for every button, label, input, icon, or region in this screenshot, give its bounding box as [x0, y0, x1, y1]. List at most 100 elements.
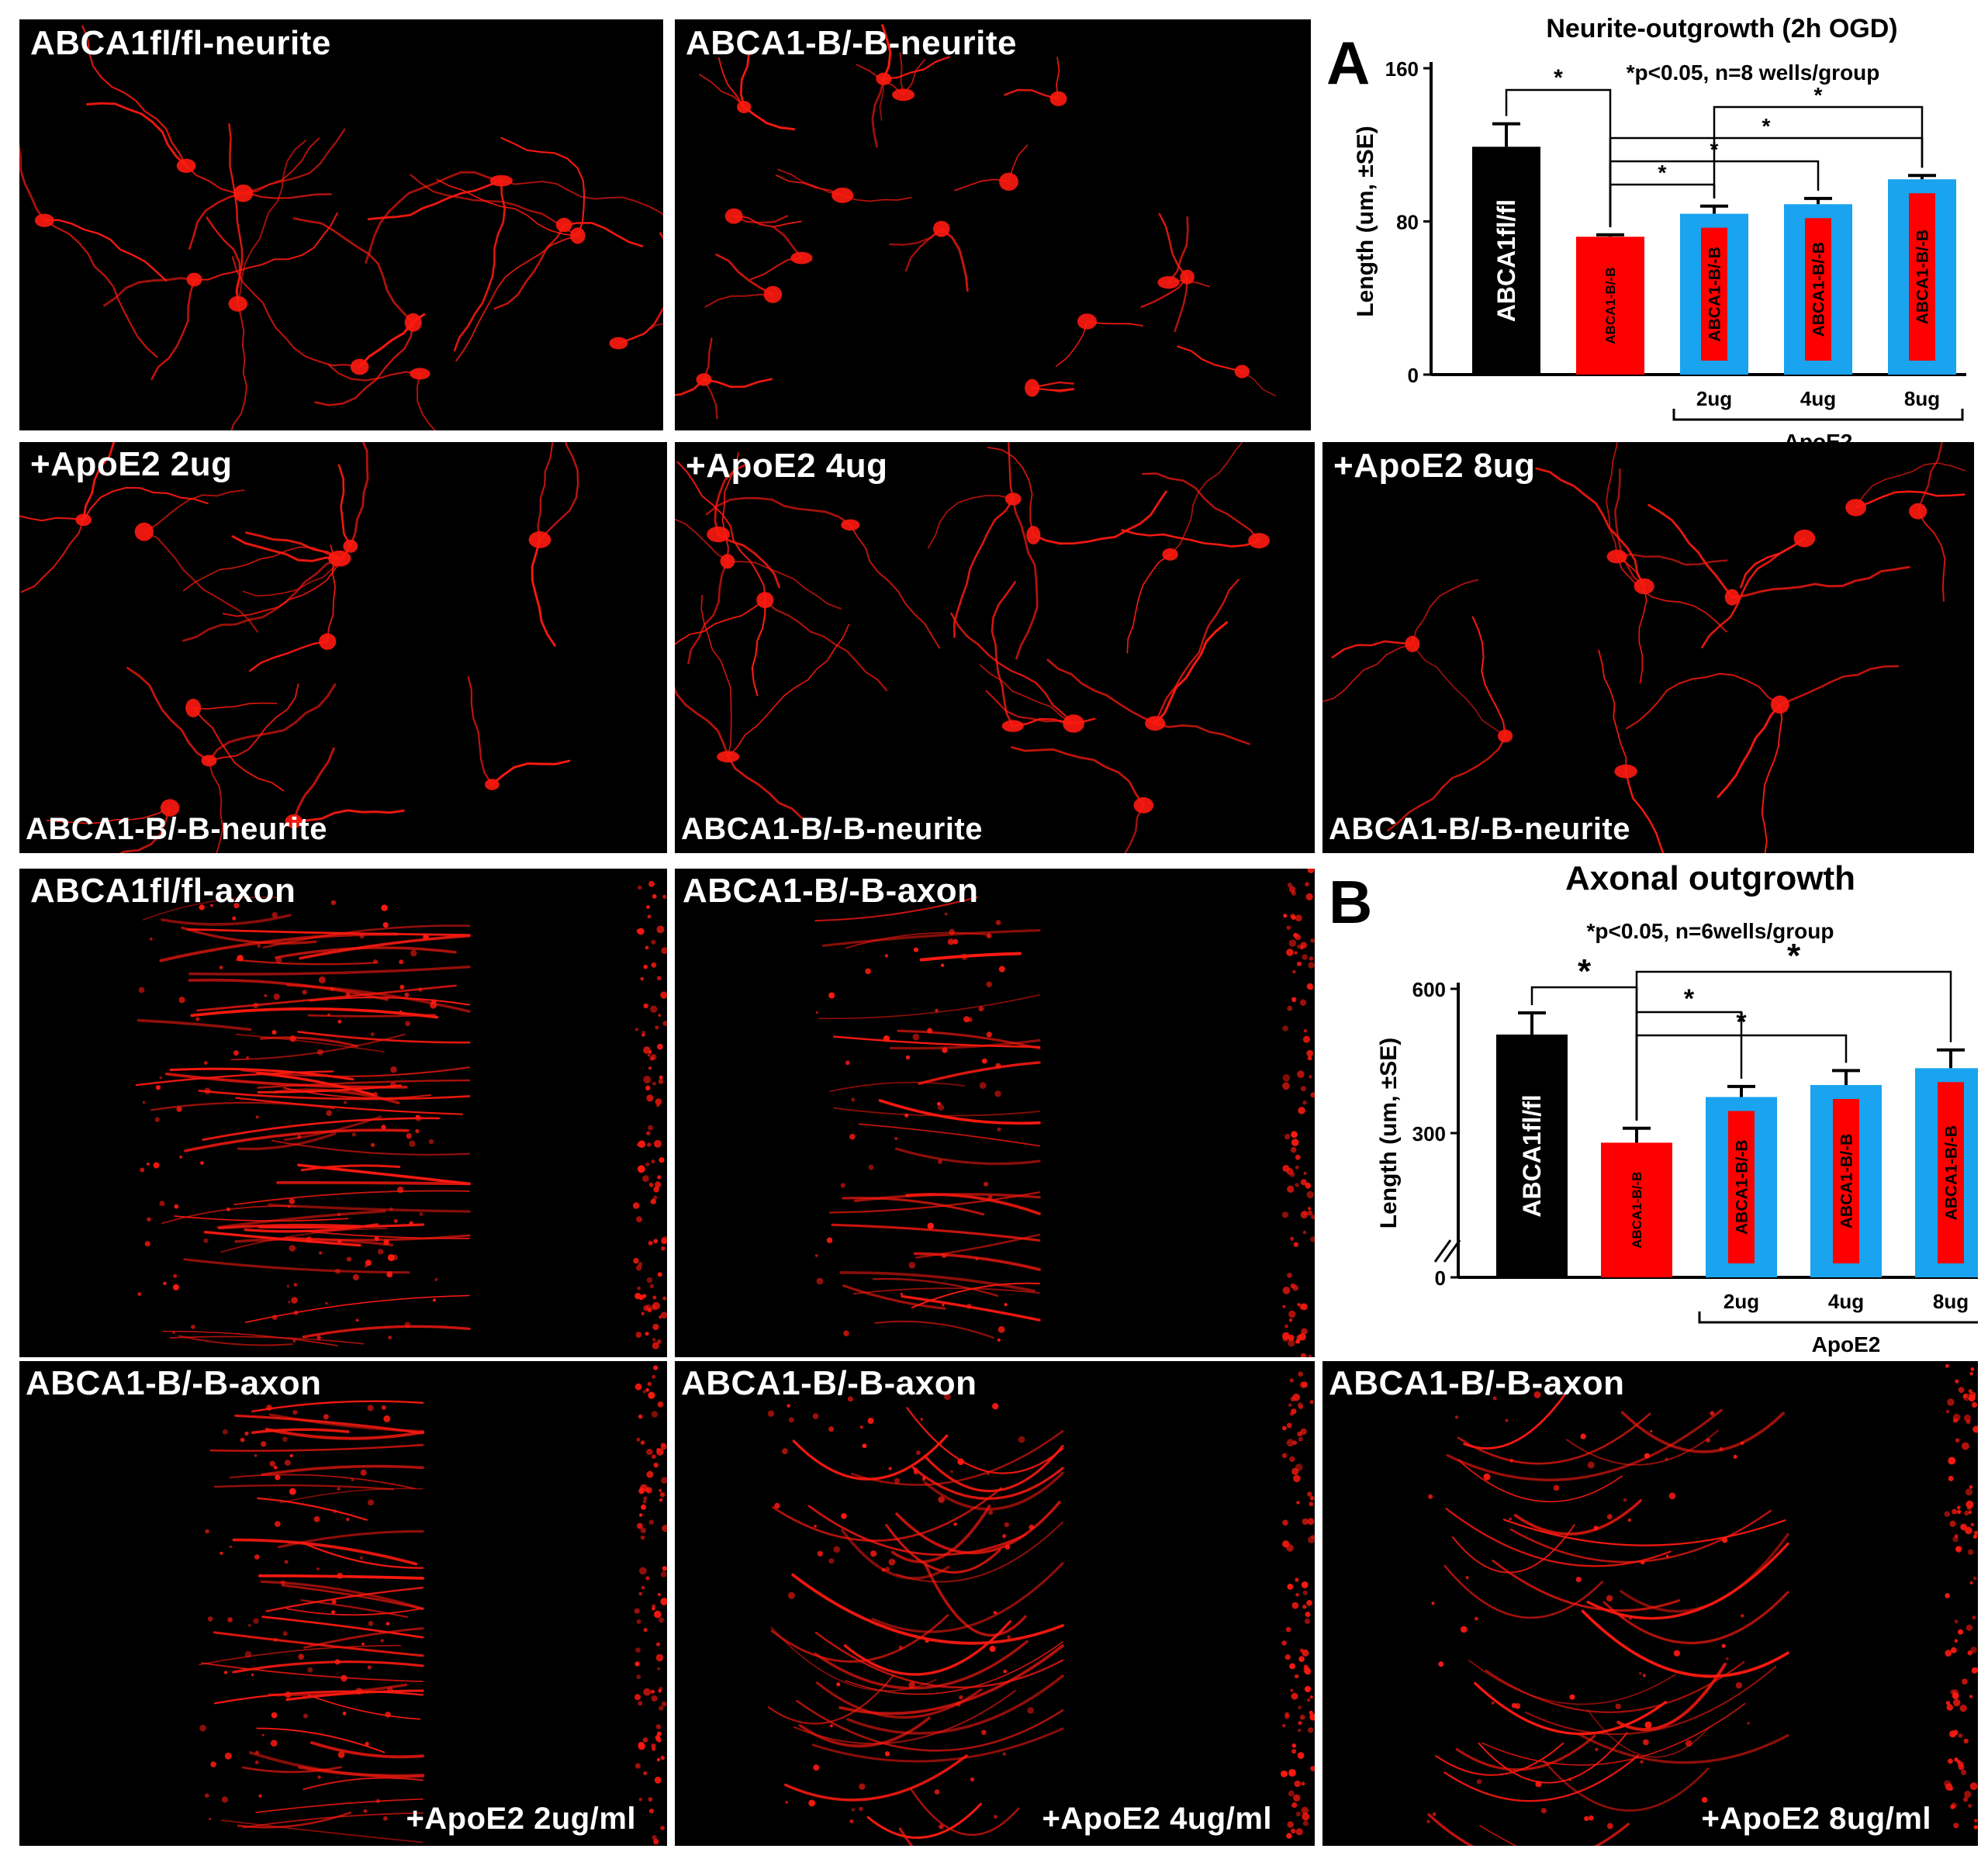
y-tick-label: 160 — [1385, 57, 1419, 81]
fluorescence-signal — [19, 442, 579, 853]
significance-star: * — [1684, 984, 1695, 1014]
axon-image-wt — [135, 880, 667, 1349]
chart-b-svg: B Axonal outgrowth *p<0.05, n=6wells/group… — [1329, 859, 1978, 1356]
micrograph-abca1-b-neurite: ABCA1-B/-B-neurite — [675, 19, 1311, 430]
panel-label-bottom: ABCA1-B/-B-neurite — [1329, 812, 1630, 846]
y-tick-label: 80 — [1396, 211, 1419, 234]
y-tick-label: 0 — [1408, 364, 1419, 387]
fluorescence-signal — [814, 869, 1315, 1357]
y-tick-label: 300 — [1412, 1122, 1446, 1146]
axon-image-apoe2-4ug — [767, 1371, 1315, 1846]
bar-label: ABCA1-B/-B — [1942, 1125, 1960, 1221]
panel-label: ABCA1-B/-B-neurite — [686, 24, 1017, 62]
significance-star: * — [1578, 952, 1592, 990]
panel-label: ABCA1-B/-B-axon — [683, 872, 979, 910]
panel-label-top: ABCA1-B/-B-axon — [681, 1364, 977, 1402]
bar — [1576, 237, 1644, 375]
x-tick-label: 8ug — [1933, 1290, 1969, 1313]
fluorescence-signal — [1426, 1363, 1978, 1846]
fluorescence-signal — [675, 24, 1277, 420]
bar-label: ABCA1fl/fl — [1492, 199, 1520, 322]
neurite-image-apoe2-4ug — [675, 442, 1270, 853]
significance-bracket — [1609, 136, 1924, 227]
significance-bracket — [1713, 105, 1924, 199]
bar-label: ABCA1-B/-B — [1630, 1172, 1644, 1249]
panel-label-top: ABCA1-B/-B-axon — [1329, 1364, 1625, 1402]
group-bracket — [1672, 409, 1964, 421]
panel-label-top: ABCA1-B/-B-axon — [26, 1364, 322, 1402]
axis-break-mark — [1433, 1239, 1461, 1263]
micrograph-apoe2-8ug-neurite: +ApoE2 8ug ABCA1-B/-B-neurite — [1322, 442, 1974, 853]
fluorescence-signal — [1322, 442, 1966, 853]
micrograph-apoe2-4ug-neurite: +ApoE2 4ug ABCA1-B/-B-neurite — [675, 442, 1315, 853]
micrograph-apoe2-2ug-neurite: +ApoE2 2ug ABCA1-B/-B-neurite — [19, 442, 667, 853]
x-tick-label: 4ug — [1828, 1290, 1864, 1313]
chart-subtitle: *p<0.05, n=6wells/group — [1586, 919, 1834, 943]
x-tick-label: 8ug — [1904, 387, 1940, 410]
neurite-image-ko — [675, 24, 1277, 420]
panel-label-bottom: +ApoE2 8ug/ml — [1701, 1802, 1931, 1836]
bar-inner-label-box — [1833, 1099, 1859, 1263]
panel-label-bottom: ABCA1-B/-B-neurite — [681, 812, 983, 846]
chart-b-axonal-outgrowth: B Axonal outgrowth *p<0.05, n=6wells/group… — [1322, 857, 1978, 1365]
significance-star: * — [1658, 161, 1667, 185]
panel-label-bottom: +ApoE2 4ug/ml — [1042, 1802, 1272, 1836]
significance-star: * — [1762, 114, 1771, 138]
bar-label: ABCA1-B/-B — [1838, 1134, 1855, 1229]
axon-image-apoe2-2ug — [199, 1365, 667, 1845]
y-tick-label: 0 — [1435, 1266, 1446, 1290]
micrograph-abca1-b-axon: ABCA1-B/-B-axon — [675, 869, 1315, 1357]
x-tick-label: 2ug — [1696, 387, 1732, 410]
neurite-image-wt — [19, 25, 663, 430]
panel-label-top: +ApoE2 2ug — [30, 445, 233, 483]
micrograph-abca1-b-axon-apoe2-8ug: ABCA1-B/-B-axon +ApoE2 8ug/ml — [1322, 1361, 1978, 1846]
neurite-image-apoe2-8ug — [1322, 442, 1966, 853]
panel-label: ABCA1fl/fl-neurite — [30, 24, 331, 62]
fluorescence-signal — [199, 1365, 667, 1845]
x-tick-label: 2ug — [1724, 1290, 1759, 1313]
bar-inner-label-box — [1909, 193, 1935, 361]
group-label: ApoE2 — [1812, 1332, 1881, 1356]
bar-label: ABCA1-B/-B — [1706, 247, 1724, 342]
panel-letter: A — [1326, 29, 1370, 97]
significance-star: * — [1736, 1007, 1747, 1037]
y-tick-label: 600 — [1412, 978, 1446, 1001]
significance-bracket — [1635, 970, 1952, 1121]
fluorescence-signal — [135, 880, 667, 1349]
micrograph-abca1-b-axon-apoe2-2ug: ABCA1-B/-B-axon +ApoE2 2ug/ml — [19, 1361, 667, 1846]
bar-inner-label-box — [1701, 227, 1727, 361]
bar-inner-label-box — [1805, 218, 1831, 361]
bar — [1472, 147, 1540, 375]
x-tick-label: 4ug — [1800, 387, 1836, 410]
bar — [1601, 1142, 1672, 1277]
chart-title: Axonal outgrowth — [1565, 859, 1855, 897]
group-label: ApoE2 — [1784, 430, 1853, 444]
chart-a-neurite-outgrowth: A Neurite-outgrowth (2h OGD) *p<0.05, n=8 … — [1319, 14, 1974, 444]
fluorescence-signal — [19, 25, 663, 430]
axon-image-ko — [814, 869, 1315, 1357]
bar-label: ABCA1-B/-B — [1914, 230, 1931, 325]
micrograph-abca1flfl-axon: ABCA1fl/fl-axon — [19, 869, 667, 1357]
significance-star: * — [1554, 65, 1563, 91]
chart-a-svg: A Neurite-outgrowth (2h OGD) *p<0.05, n=8 … — [1326, 14, 1966, 444]
bar-label: ABCA1-B/-B — [1603, 268, 1618, 344]
bar-inner-label-box — [1938, 1082, 1964, 1263]
panel-label: ABCA1fl/fl-axon — [30, 872, 296, 910]
axon-image-apoe2-8ug — [1426, 1363, 1978, 1846]
panel-letter: B — [1329, 868, 1372, 936]
group-bracket — [1698, 1311, 1978, 1324]
chart-title: Neurite-outgrowth (2h OGD) — [1546, 14, 1897, 43]
bar-label: ABCA1-B/-B — [1733, 1140, 1751, 1235]
bar-label: ABCA1-B/-B — [1810, 242, 1827, 337]
neurite-image-apoe2-2ug — [19, 442, 579, 853]
y-axis-label: Length (um, ±SE) — [1376, 1038, 1402, 1228]
fluorescence-signal — [767, 1371, 1315, 1846]
panel-label-bottom: +ApoE2 2ug/ml — [406, 1802, 636, 1836]
bar-label: ABCA1fl/fl — [1518, 1094, 1546, 1217]
chart-subtitle: *p<0.05, n=8 wells/group — [1627, 60, 1880, 85]
significance-star: * — [1787, 937, 1801, 975]
panel-label-top: +ApoE2 4ug — [686, 447, 888, 485]
panel-label-bottom: ABCA1-B/-B-neurite — [26, 812, 327, 846]
fluorescence-signal — [675, 442, 1270, 853]
micrograph-abca1-b-axon-apoe2-4ug: ABCA1-B/-B-axon +ApoE2 4ug/ml — [675, 1361, 1315, 1846]
